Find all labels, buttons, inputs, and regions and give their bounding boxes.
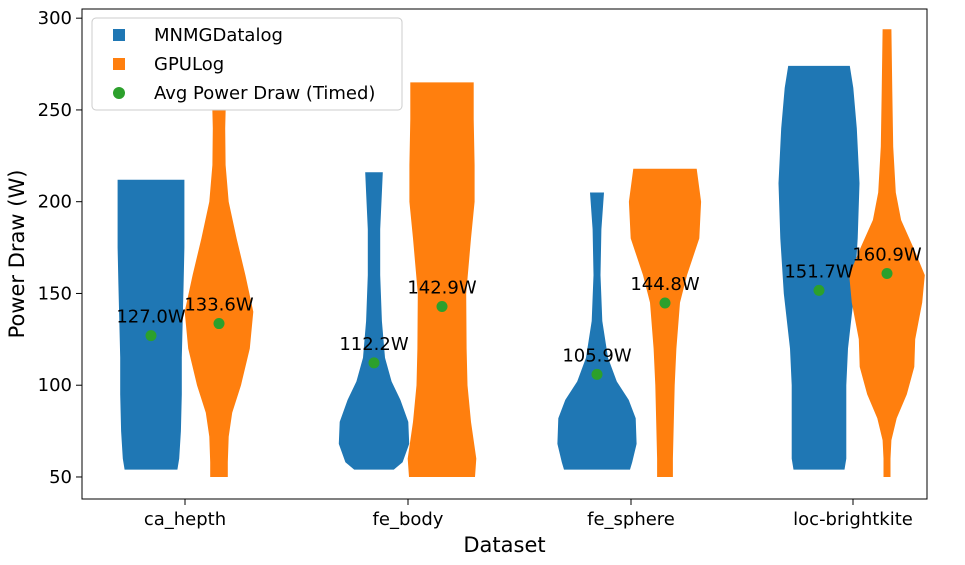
avg-value-label: 112.2W [339, 334, 409, 355]
legend-marker-gpulog [113, 58, 125, 70]
avg-value-label: 160.9W [852, 244, 922, 265]
avg-point-ca_hepth-mnmgdatalog [145, 330, 157, 342]
legend-label-avg-power: Avg Power Draw (Timed) [154, 83, 375, 104]
y-tick-label: 50 [49, 467, 72, 488]
avg-point-loc-brightkite-gpulog [881, 267, 893, 279]
violin-mnmgdatalog-ca_hepth [117, 179, 185, 470]
avg-points-layer [145, 267, 893, 380]
violin-mnmgdatalog-fe_body [338, 172, 410, 470]
avg-point-ca_hepth-gpulog [213, 318, 225, 330]
y-axis: 50 100 150 200 250 300 [38, 8, 82, 488]
violin-gpulog-loc-brightkite [849, 29, 925, 477]
violin-gpulog-ca_hepth [184, 95, 254, 478]
legend-marker-mnmgdatalog [113, 29, 125, 41]
legend-label-gpulog: GPULog [154, 54, 224, 75]
y-axis-label: Power Draw (W) [5, 170, 29, 339]
y-tick-label: 250 [38, 100, 72, 121]
avg-value-label: 133.6W [184, 295, 254, 316]
avg-point-fe_body-gpulog [436, 300, 448, 312]
legend: MNMGDatalog GPULog Avg Power Draw (Timed… [91, 17, 403, 111]
x-axis-label: Dataset [463, 533, 545, 557]
y-tick-label: 300 [38, 8, 72, 29]
legend-label-mnmgdatalog: MNMGDatalog [154, 25, 283, 46]
legend-frame [91, 17, 403, 111]
avg-value-label: 127.0W [116, 307, 186, 328]
violin-mnmgdatalog-fe_sphere [557, 192, 637, 470]
avg-value-label: 105.9W [562, 345, 632, 366]
avg-value-label: 151.7W [784, 261, 854, 282]
y-tick-label: 100 [38, 375, 72, 396]
avg-value-label: 142.9W [407, 277, 477, 298]
violin-mnmgdatalog-loc-brightkite [778, 65, 860, 470]
avg-point-fe_sphere-mnmgdatalog [591, 368, 603, 380]
y-tick-label: 150 [38, 283, 72, 304]
avg-point-fe_sphere-gpulog [659, 297, 671, 309]
plot-area-frame [81, 8, 928, 500]
violin-gpulog-fe_sphere [628, 168, 702, 477]
x-tick-label: fe_body [373, 509, 444, 530]
legend-marker-avg-power [113, 87, 125, 99]
x-tick-label: ca_hepth [144, 509, 226, 530]
x-tick-label: fe_sphere [587, 509, 675, 530]
y-tick-label: 200 [38, 192, 72, 213]
x-axis: ca_hepth fe_body fe_sphere loc-brightkite [144, 499, 913, 530]
violin-gpulog-fe_body [407, 82, 477, 478]
avg-point-loc-brightkite-mnmgdatalog [813, 284, 825, 296]
violins-layer [117, 29, 925, 478]
avg-value-label: 144.8W [630, 274, 700, 295]
avg-point-fe_body-mnmgdatalog [368, 357, 380, 369]
x-tick-label: loc-brightkite [793, 509, 913, 530]
